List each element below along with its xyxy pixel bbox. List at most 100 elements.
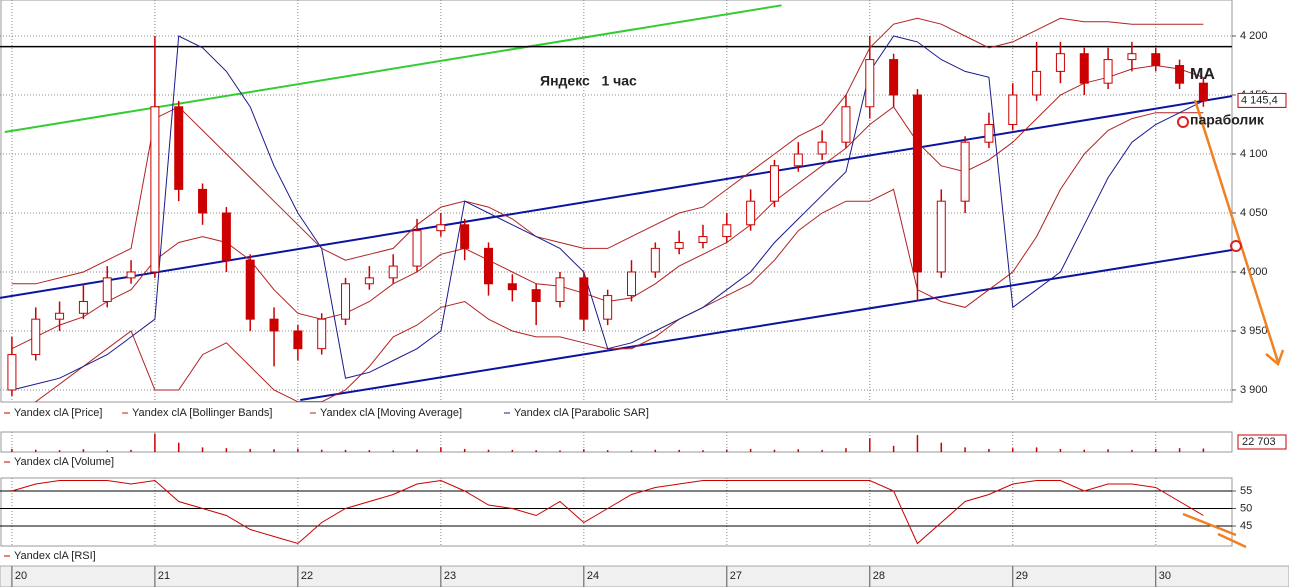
candle-body	[78, 300, 88, 314]
x-tick-label: 23	[444, 570, 456, 582]
candle-body	[722, 224, 732, 238]
candle-body	[579, 277, 589, 320]
candle-body	[174, 106, 184, 190]
x-tick-label: 27	[730, 570, 742, 582]
candle-body	[626, 271, 636, 297]
candle-body	[388, 265, 398, 279]
y-tick-label: 4 200	[1240, 30, 1268, 42]
candle-body	[1103, 59, 1113, 84]
parabolic-sar	[11, 35, 1204, 391]
panel	[11, 432, 1205, 452]
marker-circle	[1177, 116, 1189, 128]
drawings	[1177, 99, 1285, 549]
legend-label: Yandex clA [Price]	[14, 407, 102, 419]
candle-body	[293, 330, 303, 350]
candle-body	[674, 241, 684, 249]
candle-body	[102, 277, 112, 302]
candle-body	[317, 318, 327, 350]
candle-body	[364, 277, 374, 285]
marker-circle	[1230, 240, 1242, 252]
trend-line	[4, 4, 782, 134]
x-tick-label: 20	[15, 570, 27, 582]
panel-frame	[0, 0, 1233, 403]
candle-body	[1127, 53, 1137, 61]
legend-label: Yandex clA [RSI]	[14, 550, 96, 562]
legend-label: Yandex clA [Volume]	[14, 456, 114, 468]
candle-body	[531, 289, 541, 302]
price-tag-label: 4 145,4	[1241, 94, 1278, 106]
candle-body	[484, 247, 494, 285]
forecast-arrow	[1193, 99, 1280, 363]
candle-body	[769, 165, 779, 202]
candle-body	[1032, 70, 1042, 96]
candle-body	[55, 312, 65, 320]
volume-tag-label: 22 703	[1242, 436, 1276, 448]
candle-body	[817, 141, 827, 155]
legend-label: Yandex clA [Moving Average]	[320, 407, 462, 419]
candle-body	[960, 141, 970, 202]
candle-body	[1151, 53, 1161, 66]
candle-body	[865, 59, 875, 108]
candle-body	[650, 247, 660, 273]
candle-body	[341, 283, 351, 320]
x-tick-label: 21	[158, 570, 170, 582]
panel-frame	[0, 431, 1233, 453]
x-tick-label: 29	[1016, 570, 1028, 582]
rsi-line	[11, 479, 1204, 545]
candle-body	[793, 153, 803, 167]
x-tick-label: 24	[587, 570, 599, 582]
candle-body	[507, 283, 517, 291]
x-axis-strip	[0, 565, 1289, 587]
annotation: MA	[1190, 66, 1215, 83]
candle-body	[555, 277, 565, 302]
annotation: параболик	[1190, 112, 1265, 128]
candle-body	[912, 94, 922, 273]
trend-line	[300, 249, 1232, 401]
candle-body	[698, 236, 708, 243]
x-tick-label: 22	[301, 570, 313, 582]
y-tick-label: 4 050	[1240, 207, 1268, 219]
x-tick-label: 28	[873, 570, 885, 582]
y-tick-label: 50	[1240, 502, 1252, 514]
trend-line	[0, 95, 1232, 299]
annotation: Яндекс 1 час	[540, 73, 637, 89]
candle-body	[936, 200, 946, 273]
y-tick-label: 4 100	[1240, 148, 1268, 160]
candle-body	[1198, 82, 1208, 101]
y-tick-label: 55	[1240, 485, 1252, 497]
legend-label: Yandex clA [Bollinger Bands]	[132, 407, 272, 419]
legend-label: Yandex clA [Parabolic SAR]	[514, 407, 649, 419]
candle-body	[1175, 64, 1185, 84]
candle-body	[1079, 53, 1089, 84]
candle-body	[746, 200, 756, 226]
panel-frame	[0, 477, 1233, 547]
y-tick-label: 3 900	[1240, 384, 1268, 396]
y-tick-label: 3 950	[1240, 325, 1268, 337]
price-tag	[1237, 92, 1287, 108]
candle-body	[1055, 53, 1065, 72]
volume-tag	[1237, 434, 1287, 450]
candle-body	[841, 106, 851, 143]
arrow-head	[1265, 349, 1285, 367]
rsi-trend	[1217, 532, 1247, 549]
candle-body	[269, 318, 279, 332]
candle-body	[7, 354, 17, 391]
candle-body	[245, 259, 255, 320]
bollinger-upper	[11, 17, 1204, 285]
candle-body	[603, 295, 613, 320]
candle-body	[31, 318, 41, 356]
candle-body	[126, 271, 136, 279]
y-tick-label: 4 000	[1240, 266, 1268, 278]
panel	[0, 478, 1232, 546]
candle-body	[412, 230, 422, 267]
x-tick-label: 30	[1159, 570, 1171, 582]
rsi-trend	[1182, 512, 1237, 537]
candle-body	[198, 188, 208, 214]
candle-body	[889, 59, 899, 96]
y-tick-label: 45	[1240, 520, 1252, 532]
candle-body	[460, 224, 470, 249]
candle-body	[1008, 94, 1018, 125]
